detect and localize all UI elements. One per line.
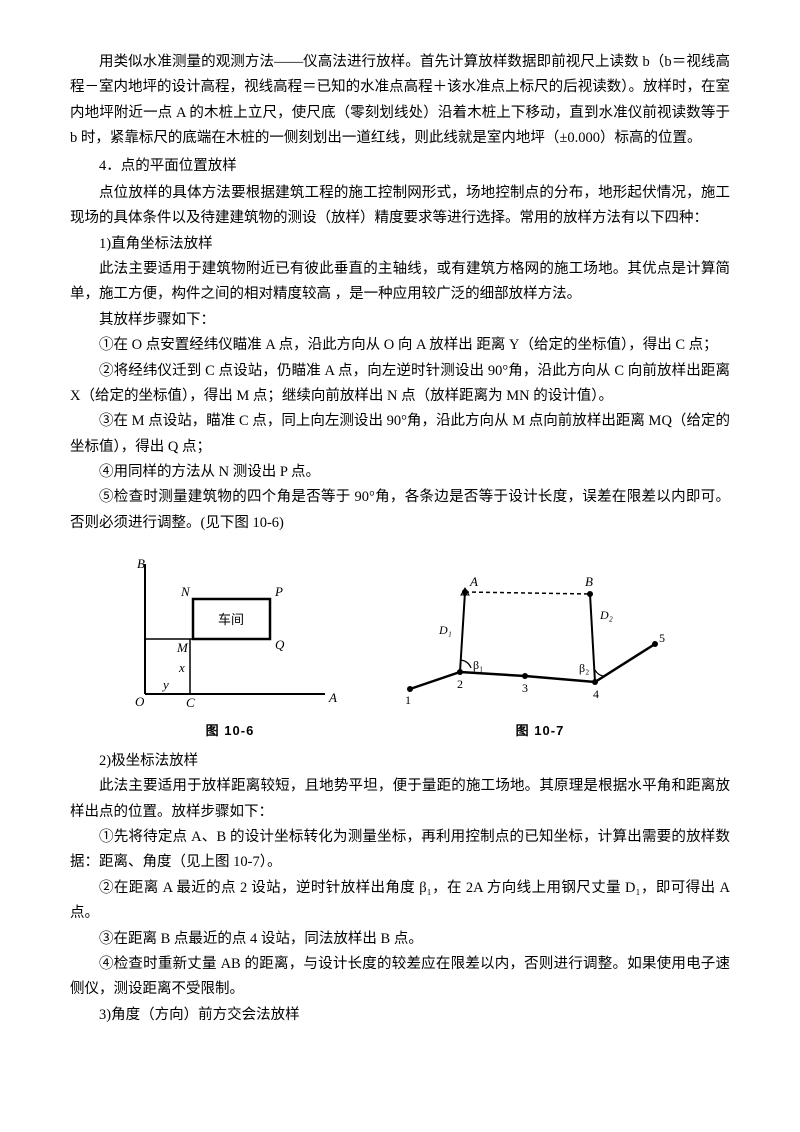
svg-text:β₂: β₂: [579, 661, 589, 675]
method-1-step-1: ①在 O 点安置经纬仪瞄准 A 点，沿此方向从 O 向 A 放样出 距离 Y（给…: [70, 333, 730, 358]
method-1-step-5: ⑤检查时测量建筑物的四个角是否等于 90°角，各条边是否等于设计长度，误差在限差…: [70, 485, 730, 536]
svg-text:4: 4: [593, 687, 599, 701]
svg-text:β₁: β₁: [473, 658, 483, 672]
paragraph-sec4: 点位放样的具体方法要根据建筑工程的施工控制网形式，场地控制点的分布，地形起伏情况…: [70, 181, 730, 232]
svg-text:1: 1: [405, 693, 411, 707]
method-1-desc: 此法主要适用于建筑物附近已有彼此垂直的主轴线，或有建筑方格网的施工场地。其优点是…: [70, 257, 730, 308]
method-3-title: 3)角度（方向）前方交会法放样: [70, 1003, 730, 1028]
method-1-steps-intro: 其放样步骤如下：: [70, 308, 730, 333]
method-2-step-1: ①先将待定点 A、B 的设计坐标转化为测量坐标，再利用控制点的已知坐标，计算出需…: [70, 825, 730, 876]
svg-text:y: y: [161, 677, 169, 692]
svg-text:3: 3: [522, 681, 528, 695]
figure-10-6-svg: B O A N P M Q C x y 车间: [115, 554, 345, 714]
svg-text:2: 2: [457, 677, 463, 691]
svg-text:B: B: [137, 556, 145, 571]
method-1-step-2: ②将经纬仪迁到 C 点设站，仍瞄准 A 点，向左逆时针测设出 90°角，沿此方向…: [70, 359, 730, 410]
figure-10-7-svg: A B D₁ D₂ β₁ β₂ 1 2 3 4 5: [395, 564, 685, 714]
paragraph-intro: 用类似水准测量的观测方法——仪高法进行放样。首先计算放样数据即前视尺上读数 b（…: [70, 50, 730, 152]
svg-text:车间: 车间: [218, 612, 244, 627]
svg-text:5: 5: [659, 631, 665, 645]
svg-text:A: A: [469, 574, 478, 589]
svg-text:O: O: [135, 694, 145, 709]
figure-10-6-block: B O A N P M Q C x y 车间 图 10-6: [115, 554, 345, 743]
svg-text:N: N: [180, 584, 191, 599]
figure-10-7-caption: 图 10-7: [516, 720, 565, 743]
method-2-step-2: ②在距离 A 最近的点 2 设站，逆时针放样出角度 β₁，在 2A 方向线上用钢…: [70, 876, 730, 927]
method-1-step-3: ③在 M 点设站，瞄准 C 点，同上向左测设出 90°角，沿此方向从 M 点向前…: [70, 409, 730, 460]
svg-text:C: C: [186, 695, 195, 710]
svg-text:M: M: [176, 640, 189, 655]
svg-text:x: x: [178, 660, 185, 675]
svg-text:Q: Q: [275, 637, 285, 652]
method-2-step-4: ④检查时重新丈量 AB 的距离，与设计长度的较差应在限差以内，否则进行调整。如果…: [70, 952, 730, 1003]
method-1-step-4: ④用同样的方法从 N 测设出 P 点。: [70, 460, 730, 485]
method-2-step-3: ③在距离 B 点最近的点 4 设站，同法放样出 B 点。: [70, 927, 730, 952]
method-2-desc: 此法主要适用于放样距离较短，且地势平坦，便于量距的施工场地。其原理是根据水平角和…: [70, 774, 730, 825]
svg-text:B: B: [585, 574, 593, 589]
section-4-title: 4．点的平面位置放样: [70, 154, 730, 179]
figure-10-7-block: A B D₁ D₂ β₁ β₂ 1 2 3 4 5 图 10-7: [395, 564, 685, 743]
method-1-title: 1)直角坐标法放样: [70, 232, 730, 257]
svg-text:P: P: [274, 584, 283, 599]
svg-text:D₁: D₁: [438, 623, 452, 637]
svg-text:A: A: [328, 690, 337, 705]
figure-10-6-caption: 图 10-6: [206, 720, 255, 743]
method-2-title: 2)极坐标法放样: [70, 749, 730, 774]
figure-row: B O A N P M Q C x y 车间 图 10-6: [70, 554, 730, 743]
svg-text:D₂: D₂: [599, 608, 613, 622]
